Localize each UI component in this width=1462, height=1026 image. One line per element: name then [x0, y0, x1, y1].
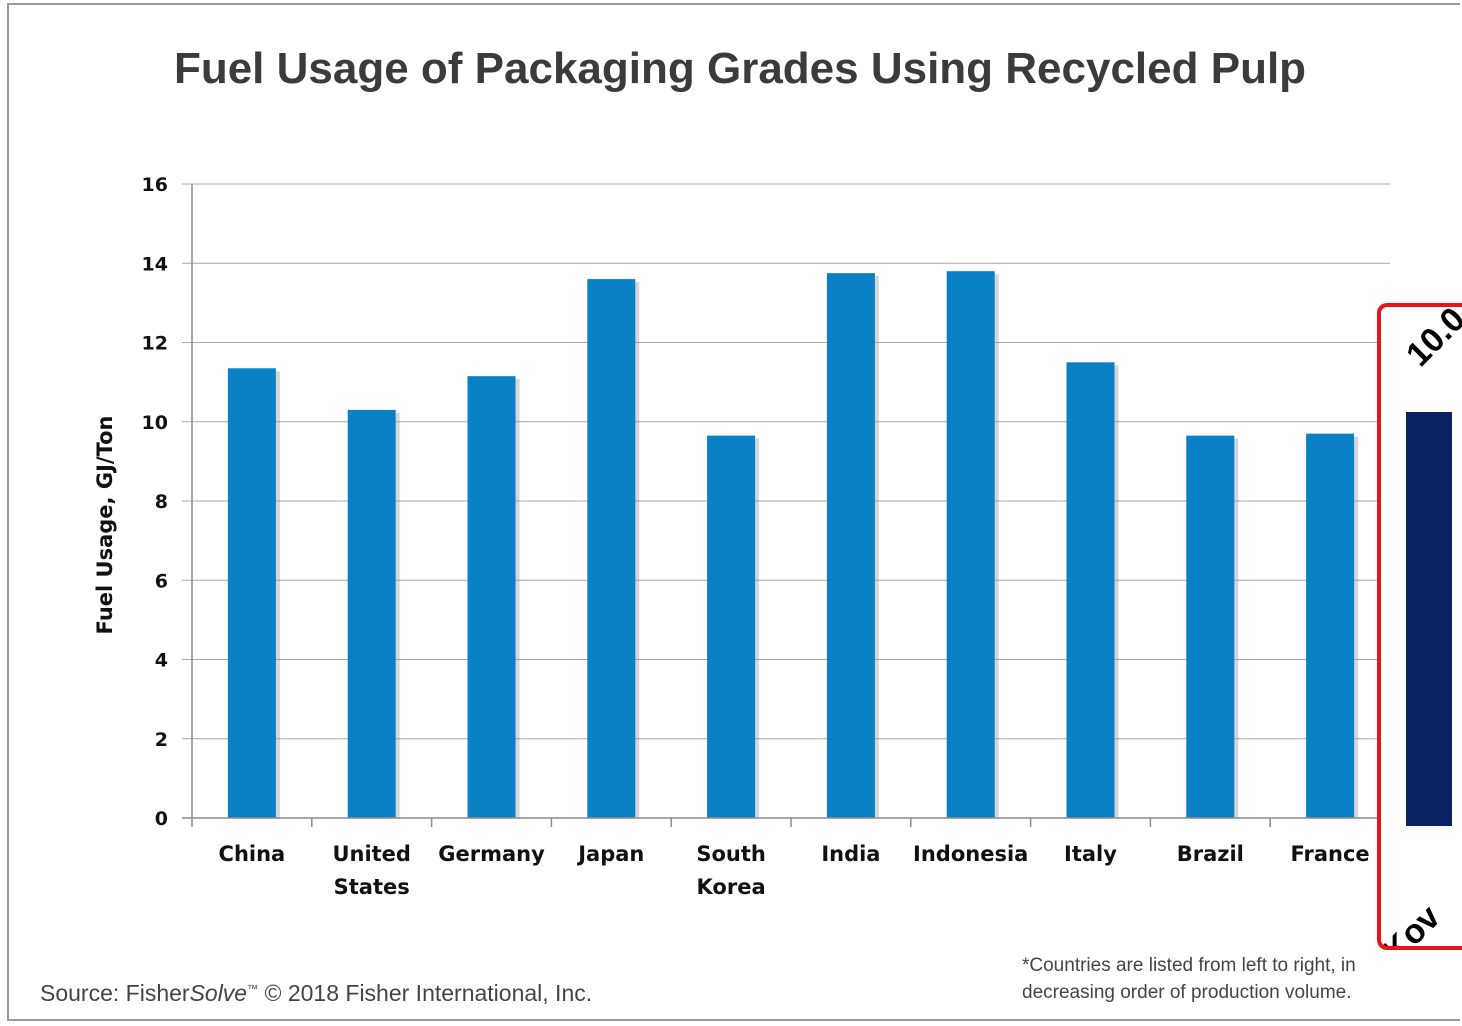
x-category-label: Germany	[438, 842, 545, 866]
footnote-line-2: decreasing order of production volume.	[1022, 982, 1352, 1003]
y-tick-label: 4	[155, 650, 168, 672]
footnote: *Countries are listed from left to right…	[1022, 952, 1462, 1006]
x-category-label: Italy	[1064, 842, 1117, 866]
bar	[587, 279, 636, 819]
x-category-label: Brazil	[1177, 842, 1244, 866]
source-italic: Solve	[189, 980, 248, 1006]
bars	[227, 271, 1359, 819]
x-category-label-line: Italy	[1064, 842, 1117, 866]
x-category-label: China	[219, 842, 286, 866]
bar	[707, 435, 756, 818]
y-tick-labels: 0 2 4 6 8 10 12 14 16	[142, 174, 168, 830]
bar	[946, 271, 995, 818]
inset-value-label: 10.0	[1399, 303, 1462, 374]
x-category-label-line: United	[332, 842, 411, 866]
y-tick-label: 8	[155, 491, 168, 513]
x-category-labels: China United States Germany Japan South Korea I…	[219, 842, 1370, 899]
footnote-line-1: *Countries are listed from left to right…	[1022, 955, 1356, 976]
x-category-label-line: States	[334, 875, 410, 899]
x-category-label: South Korea	[696, 842, 766, 899]
x-category-label-line: Brazil	[1177, 842, 1244, 866]
x-category-label-line: Korea	[697, 875, 766, 899]
y-tick-label: 0	[155, 808, 168, 830]
y-axis-label: Fuel Usage, GJ/Ton	[93, 416, 117, 635]
bar	[347, 409, 396, 818]
inset-highlight-box: 10.0 Kov	[1377, 303, 1462, 950]
x-category-label-line: India	[821, 842, 880, 866]
y-tick-label: 10	[142, 412, 168, 434]
source-suffix: © 2018 Fisher International, Inc.	[258, 980, 593, 1006]
source-note: Source: FisherSolve™ © 2018 Fisher Inter…	[40, 980, 592, 1007]
bar	[1306, 433, 1355, 818]
y-tick-label: 6	[155, 570, 168, 592]
y-tick-label: 16	[142, 174, 168, 196]
x-category-label: India	[821, 842, 880, 866]
y-tick-label: 2	[155, 729, 168, 751]
chart-title: Fuel Usage of Packaging Grades Using Rec…	[173, 44, 1307, 93]
x-category-label: Indonesia	[913, 842, 1028, 866]
x-category-label-line: France	[1291, 842, 1370, 866]
bar	[227, 368, 276, 818]
x-category-label: Japan	[576, 842, 644, 866]
x-category-label: France	[1291, 842, 1370, 866]
y-tick-label: 12	[142, 333, 168, 355]
x-category-label-line: Indonesia	[913, 842, 1028, 866]
trademark-mark: ™	[247, 983, 259, 996]
y-tick-label: 14	[142, 253, 168, 275]
x-category-label: United States	[332, 842, 411, 899]
inset-bar	[1406, 412, 1452, 826]
bar	[1066, 362, 1115, 818]
source-prefix: Source: Fisher	[40, 980, 190, 1006]
bar	[1186, 435, 1235, 818]
inset-category-label: Kov	[1377, 898, 1448, 950]
x-category-label-line: Japan	[576, 842, 644, 866]
x-category-label-line: China	[219, 842, 286, 866]
x-category-label-line: Germany	[438, 842, 545, 866]
x-category-label-line: South	[696, 842, 766, 866]
chart-frame	[7, 3, 1460, 1021]
bar	[826, 273, 875, 818]
axes	[182, 184, 1391, 827]
bar	[467, 376, 516, 818]
